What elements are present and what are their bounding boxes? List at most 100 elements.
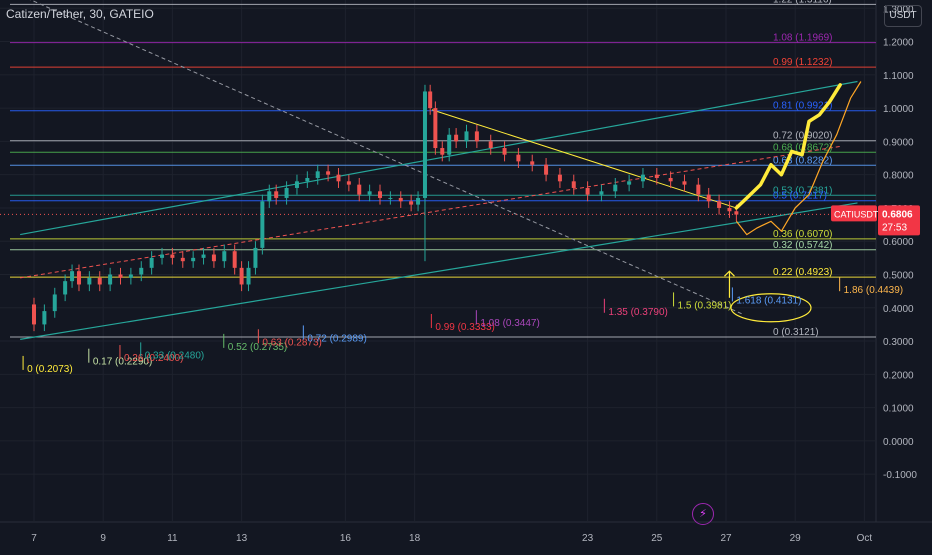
candle-body[interactable]	[326, 171, 331, 175]
candle-body[interactable]	[409, 201, 414, 205]
candle-body[interactable]	[734, 211, 739, 215]
current-price-tag[interactable]	[878, 205, 920, 236]
fib-level-label: 0.99 (1.1232)	[773, 57, 833, 68]
candle-body[interactable]	[346, 181, 351, 185]
target-circle[interactable]	[730, 293, 812, 323]
projection-yellow-path[interactable]	[734, 83, 842, 210]
price-axis[interactable]	[876, 0, 932, 522]
currency-button[interactable]: USDT	[884, 5, 922, 27]
candle-body[interactable]	[627, 181, 632, 185]
candle-body[interactable]	[727, 207, 732, 212]
candle-body[interactable]	[488, 141, 493, 149]
candle-body[interactable]	[160, 254, 165, 258]
candle-body[interactable]	[502, 148, 507, 155]
price-tick-label: -0.1000	[883, 470, 917, 481]
candle-body[interactable]	[274, 191, 279, 198]
price-tick-label: 0.4000	[883, 304, 914, 315]
candle-body[interactable]	[367, 191, 372, 195]
candle-body[interactable]	[52, 294, 57, 312]
candle-body[interactable]	[613, 184, 618, 192]
candle-body[interactable]	[557, 174, 562, 182]
candle-body[interactable]	[42, 311, 47, 325]
candle-body[interactable]	[108, 274, 113, 285]
descending-trend-line[interactable]	[431, 109, 737, 209]
candle-body[interactable]	[668, 177, 673, 182]
time-tick-label: Oct	[857, 533, 873, 544]
channel-upper-line[interactable]	[20, 80, 858, 236]
candle-body[interactable]	[654, 174, 659, 178]
fib-extension-label: 0.72 (0.2989)	[307, 333, 367, 344]
candle-body[interactable]	[211, 254, 216, 262]
candle-body[interactable]	[440, 148, 445, 155]
candle-body[interactable]	[294, 181, 299, 188]
candle-body[interactable]	[398, 197, 403, 202]
candle-body[interactable]	[180, 257, 185, 262]
candle-body[interactable]	[428, 91, 433, 109]
candle-body[interactable]	[128, 274, 133, 278]
candle-body[interactable]	[170, 254, 175, 258]
candle-body[interactable]	[305, 177, 310, 182]
symbol-tag[interactable]	[831, 205, 877, 222]
time-tick-label: 29	[790, 533, 802, 544]
candle-body[interactable]	[246, 267, 251, 285]
candle-body[interactable]	[267, 191, 272, 202]
lightning-icon[interactable]: ⚡	[692, 503, 714, 525]
target-arrow-head	[724, 270, 735, 277]
candle-body[interactable]	[63, 281, 68, 295]
time-tick-label: 23	[582, 533, 594, 544]
candle-body[interactable]	[416, 197, 421, 205]
candle-body[interactable]	[87, 277, 92, 285]
candle-body[interactable]	[717, 201, 722, 208]
candle-body[interactable]	[433, 108, 438, 149]
candle-body[interactable]	[232, 251, 237, 268]
candle-body[interactable]	[253, 247, 258, 268]
candle-body[interactable]	[640, 174, 645, 182]
candle-body[interactable]	[149, 257, 154, 268]
candle-body[interactable]	[454, 134, 459, 142]
candle-body[interactable]	[336, 174, 341, 182]
candle-body[interactable]	[70, 271, 75, 282]
candle-body[interactable]	[706, 194, 711, 202]
candle-body[interactable]	[682, 181, 687, 185]
candle-body[interactable]	[388, 197, 393, 199]
candle-body[interactable]	[284, 187, 289, 198]
candle-body[interactable]	[422, 91, 427, 198]
fib-level-label: 0.32 (0.5742)	[773, 240, 833, 251]
candle-body[interactable]	[201, 254, 206, 258]
candle-body[interactable]	[571, 181, 576, 188]
candle-body[interactable]	[447, 134, 452, 155]
candle-body[interactable]	[544, 164, 549, 175]
candle-body[interactable]	[315, 171, 320, 178]
fib-extension-label: 1.86 (0.4439)	[844, 285, 904, 296]
candle-body[interactable]	[464, 131, 469, 142]
candle-body[interactable]	[76, 271, 81, 285]
candle-body[interactable]	[118, 274, 123, 278]
price-tick-label: 0.8000	[883, 171, 914, 182]
candle-body[interactable]	[191, 257, 196, 262]
candle-body[interactable]	[696, 184, 701, 195]
candle-body[interactable]	[530, 161, 535, 165]
candle-body[interactable]	[260, 201, 265, 248]
candle-body[interactable]	[378, 191, 382, 198]
candle-body[interactable]	[585, 187, 590, 195]
candle-body[interactable]	[239, 267, 244, 285]
time-tick-label: 18	[409, 533, 421, 544]
candle-body[interactable]	[357, 184, 362, 195]
candle-body[interactable]	[474, 131, 479, 142]
channel-lower-line[interactable]	[20, 202, 858, 340]
candle-body[interactable]	[139, 267, 144, 275]
time-tick-label: 9	[100, 533, 106, 544]
candle-body[interactable]	[32, 304, 36, 325]
candle-body[interactable]	[516, 154, 521, 162]
dashed-midline[interactable]	[20, 145, 841, 279]
candle-body[interactable]	[97, 277, 102, 285]
price-tick-label: 1.0000	[883, 104, 914, 115]
price-tick-label: 0.5000	[883, 271, 914, 282]
fib-level-label: 0.63 (0.8282)	[773, 155, 833, 166]
dashed-down-line[interactable]	[27, 0, 744, 315]
candle-body[interactable]	[222, 251, 227, 262]
projection-orange-path[interactable]	[735, 81, 862, 236]
candle-body[interactable]	[599, 191, 604, 195]
